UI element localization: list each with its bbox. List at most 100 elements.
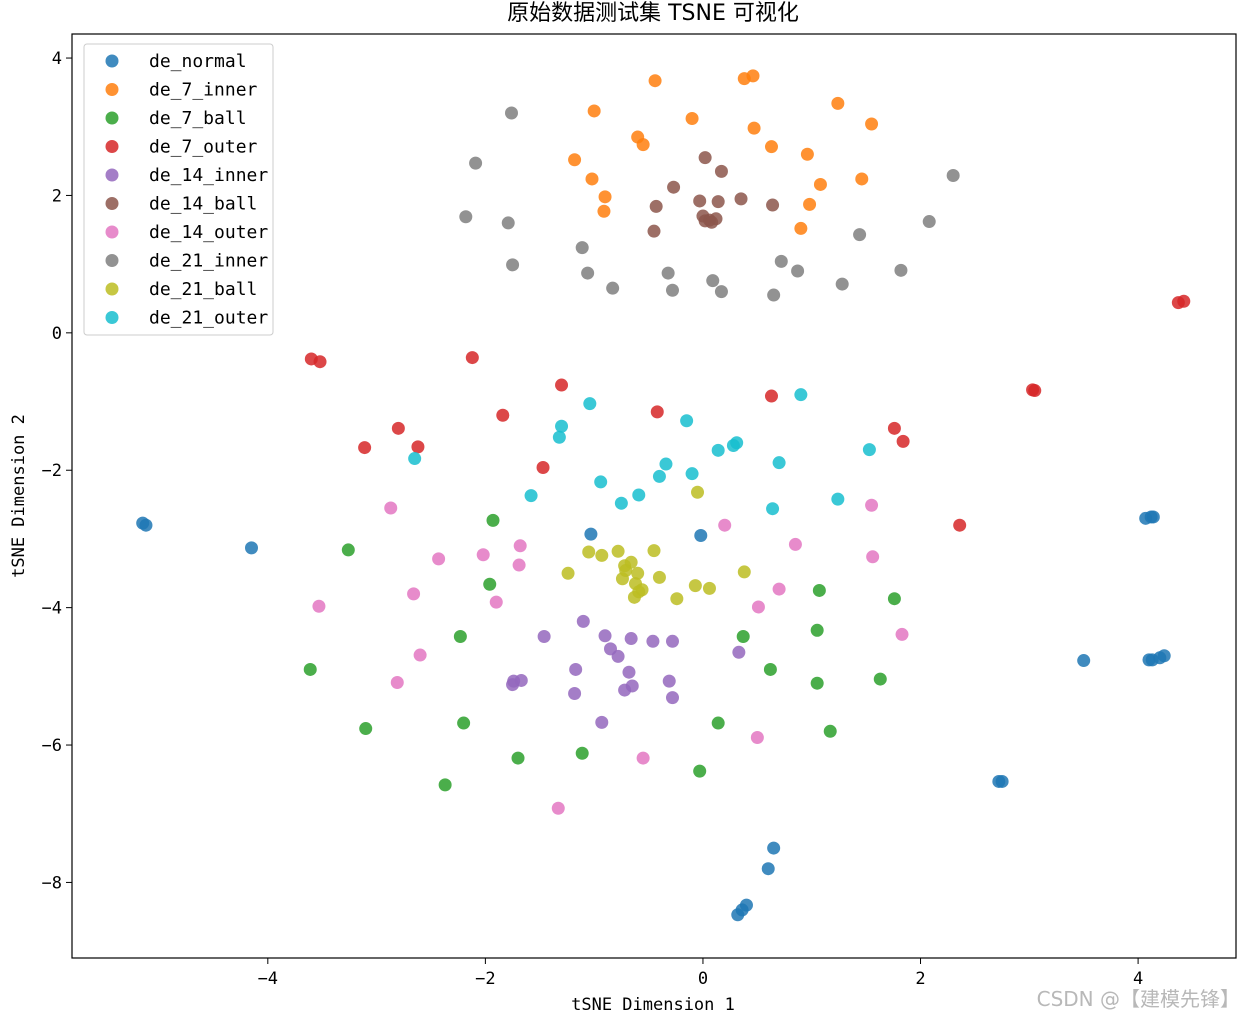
data-point — [583, 397, 597, 411]
data-point — [772, 582, 786, 596]
data-point — [953, 518, 967, 532]
data-point — [476, 548, 490, 562]
data-point — [714, 164, 728, 178]
y-tick-label: 4 — [52, 49, 62, 69]
data-point — [413, 648, 427, 662]
data-point — [855, 172, 869, 186]
data-point — [706, 274, 720, 288]
data-point — [611, 649, 625, 663]
legend-marker — [105, 54, 119, 68]
data-point — [615, 572, 629, 586]
data-point — [646, 634, 660, 648]
legend-label: de_normal — [149, 51, 247, 72]
data-point — [747, 121, 761, 135]
data-point — [718, 518, 732, 532]
legend-marker — [105, 168, 119, 182]
series-de-14-ball — [647, 151, 780, 238]
y-tick-label: −4 — [42, 599, 62, 619]
data-point — [341, 543, 355, 557]
data-point — [524, 489, 538, 503]
data-point — [995, 774, 1009, 788]
data-point — [390, 676, 404, 690]
y-tick-label: −6 — [42, 736, 62, 756]
data-point — [1028, 384, 1042, 398]
data-point — [595, 548, 609, 562]
data-point — [622, 665, 636, 679]
data-point — [514, 673, 528, 687]
data-point — [853, 228, 867, 242]
data-point — [810, 676, 824, 690]
legend-label: de_21_outer — [149, 308, 268, 329]
series-de-14-outer — [312, 498, 909, 815]
data-point — [887, 421, 901, 435]
y-tick-label: −8 — [42, 873, 62, 893]
data-point — [803, 197, 817, 211]
data-point — [922, 215, 936, 229]
data-point — [506, 258, 520, 272]
data-point — [611, 544, 625, 558]
data-point — [648, 74, 662, 88]
data-point — [1177, 294, 1191, 308]
data-point — [763, 662, 777, 676]
data-point — [650, 405, 664, 419]
data-point — [665, 283, 679, 297]
data-point — [736, 629, 750, 643]
data-point — [496, 408, 510, 422]
data-point — [766, 198, 780, 212]
series-de-normal — [136, 510, 1171, 922]
legend-marker — [105, 140, 119, 153]
legend-label: de_7_outer — [149, 137, 258, 158]
legend-label: de_14_outer — [149, 222, 268, 243]
series-de-7-outer — [304, 294, 1191, 532]
data-point — [711, 195, 725, 209]
data-point — [865, 498, 879, 512]
data-point — [694, 529, 708, 543]
data-point — [661, 266, 675, 280]
x-tick-label: 0 — [698, 969, 708, 989]
data-point — [665, 634, 679, 648]
data-point — [659, 457, 673, 471]
data-point — [597, 204, 611, 218]
data-point — [774, 254, 788, 268]
data-point — [614, 496, 628, 510]
scatter-points — [136, 69, 1191, 922]
series-de-21-inner — [459, 106, 960, 302]
data-point — [244, 541, 258, 555]
data-point — [665, 691, 679, 705]
data-point — [688, 579, 702, 593]
series-de-21-outer — [408, 388, 876, 516]
legend-label: de_14_inner — [149, 165, 268, 186]
data-point — [865, 117, 879, 131]
data-point — [512, 558, 526, 572]
data-point — [894, 263, 908, 277]
axis-ticks: −4 −2 0 2 4 4 2 0 −2 −4 −6 −8 — [42, 49, 1144, 989]
data-point — [813, 177, 827, 191]
data-point — [627, 590, 641, 604]
x-tick-label: −2 — [475, 969, 495, 989]
data-point — [536, 460, 550, 474]
legend-marker — [105, 254, 119, 267]
data-point — [594, 475, 608, 489]
data-point — [732, 645, 746, 659]
data-point — [504, 106, 518, 120]
data-point — [598, 629, 612, 643]
plot-area-frame — [71, 33, 1237, 959]
legend-marker — [105, 311, 119, 324]
data-point — [513, 539, 527, 553]
data-point — [691, 485, 705, 499]
legend-box — [83, 43, 274, 336]
legend: de_normal de_7_inner de_7_ball de_7_outerde… — [83, 43, 274, 336]
series-de-7-inner — [568, 69, 879, 235]
data-point — [483, 577, 497, 591]
x-axis-label: tSNE Dimension 1 — [571, 995, 735, 1015]
data-point — [359, 722, 373, 736]
data-point — [705, 215, 719, 229]
data-point — [561, 566, 575, 580]
data-point — [794, 221, 808, 235]
data-point — [750, 730, 764, 744]
data-point — [569, 662, 583, 676]
data-point — [788, 537, 802, 551]
data-point — [511, 751, 525, 765]
data-point — [693, 194, 707, 208]
data-point — [575, 241, 589, 255]
